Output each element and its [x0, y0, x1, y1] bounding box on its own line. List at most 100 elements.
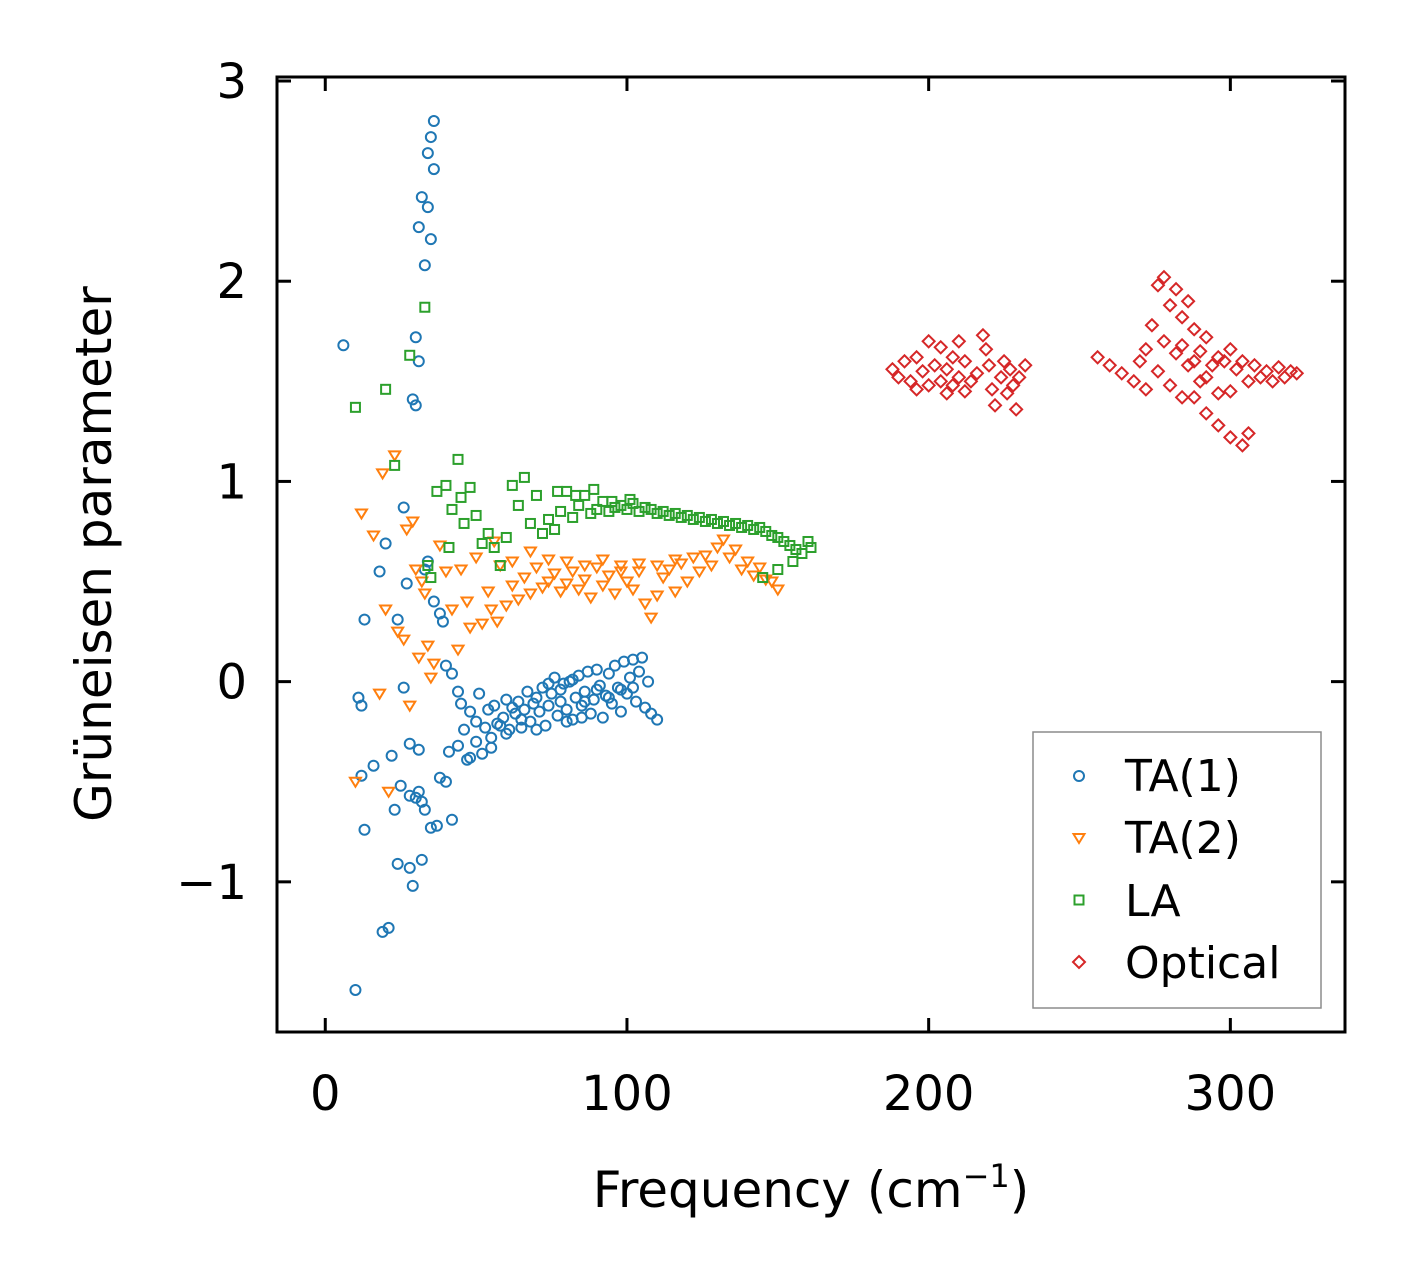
- data-point: [716, 534, 731, 547]
- plot-marks: [337, 115, 1305, 996]
- x-axis-label-close: ): [1010, 1161, 1030, 1219]
- series-la: [349, 301, 817, 584]
- y-tick-label: 3: [216, 54, 247, 110]
- data-point: [993, 369, 1009, 385]
- data-point: [766, 529, 778, 541]
- data-point: [518, 471, 530, 483]
- legend: TA(1) TA(2) LA Optical: [1032, 731, 1322, 1009]
- data-point: [699, 515, 711, 527]
- data-point: [559, 556, 574, 569]
- data-point: [423, 672, 439, 685]
- data-point: [533, 705, 546, 718]
- data-point: [402, 700, 418, 713]
- data-point: [1114, 365, 1130, 381]
- data-point: [933, 373, 949, 389]
- data-point: [567, 511, 579, 523]
- data-point: [348, 776, 363, 789]
- data-point: [380, 383, 392, 395]
- data-point: [505, 556, 520, 569]
- data-point: [535, 582, 550, 595]
- data-point: [424, 233, 437, 246]
- data-point: [591, 503, 603, 515]
- data-point: [927, 357, 943, 373]
- data-point: [787, 556, 799, 568]
- data-point: [379, 537, 392, 550]
- data-point: [415, 795, 428, 808]
- data-point: [963, 373, 979, 389]
- data-point: [1168, 345, 1184, 361]
- data-point: [1192, 343, 1208, 359]
- data-point: [1008, 401, 1024, 417]
- data-point: [1150, 277, 1166, 293]
- x-axis-label-main: Frequency (cm: [593, 1161, 963, 1219]
- data-point: [542, 677, 555, 690]
- data-point: [411, 652, 427, 665]
- data-point: [494, 560, 506, 572]
- data-point: [443, 541, 455, 553]
- data-point: [506, 701, 519, 714]
- data-point: [667, 586, 683, 599]
- data-point: [385, 749, 398, 762]
- data-point: [527, 697, 540, 710]
- data-point: [909, 349, 925, 365]
- legend-box: [1032, 731, 1322, 1009]
- series-optical: [885, 269, 1305, 453]
- data-point: [427, 163, 440, 176]
- data-point: [770, 584, 786, 597]
- data-point: [757, 572, 769, 584]
- data-point: [1198, 405, 1214, 421]
- data-point: [529, 562, 544, 575]
- x-tick-label: 300: [1185, 1066, 1277, 1122]
- data-point: [455, 491, 467, 503]
- data-point: [746, 570, 761, 583]
- data-point: [595, 554, 611, 567]
- data-point: [548, 671, 561, 684]
- y-tick-label: 2: [216, 254, 247, 310]
- data-point: [575, 711, 588, 724]
- data-point: [921, 377, 937, 393]
- data-point: [915, 363, 931, 379]
- data-point: [553, 586, 568, 599]
- data-point: [470, 509, 482, 521]
- data-point: [381, 786, 396, 799]
- data-point: [458, 517, 470, 529]
- data-point: [470, 735, 483, 748]
- data-point: [590, 663, 603, 676]
- data-point: [1144, 317, 1160, 333]
- data-point: [438, 566, 454, 579]
- data-point: [515, 721, 528, 734]
- data-point: [524, 517, 536, 529]
- data-point: [476, 747, 489, 760]
- data-point: [403, 737, 416, 750]
- data-point: [1198, 329, 1214, 345]
- data-point: [419, 301, 431, 313]
- data-point: [497, 711, 510, 724]
- data-point: [486, 536, 502, 549]
- data-point: [698, 550, 713, 563]
- data-point: [349, 401, 361, 413]
- data-point: [541, 576, 556, 589]
- data-point: [511, 594, 526, 607]
- data-point: [1132, 353, 1148, 369]
- data-point: [440, 479, 452, 491]
- data-point: [663, 509, 675, 521]
- data-point: [358, 613, 371, 626]
- data-point: [613, 560, 629, 573]
- data-point: [614, 705, 627, 718]
- data-point: [446, 503, 458, 515]
- data-point: [505, 580, 520, 593]
- data-point: [605, 697, 618, 710]
- data-point: [489, 616, 505, 629]
- data-point: [382, 921, 395, 934]
- data-point: [445, 813, 458, 826]
- data-point: [488, 541, 500, 553]
- data-point: [1247, 357, 1262, 373]
- data-point: [996, 353, 1012, 369]
- data-point: [530, 691, 543, 704]
- data-point: [1017, 357, 1033, 373]
- data-point: [480, 586, 496, 599]
- data-point: [636, 651, 649, 664]
- data-point: [957, 383, 973, 399]
- data-point: [1198, 369, 1214, 385]
- plot-frame: [275, 75, 1347, 1034]
